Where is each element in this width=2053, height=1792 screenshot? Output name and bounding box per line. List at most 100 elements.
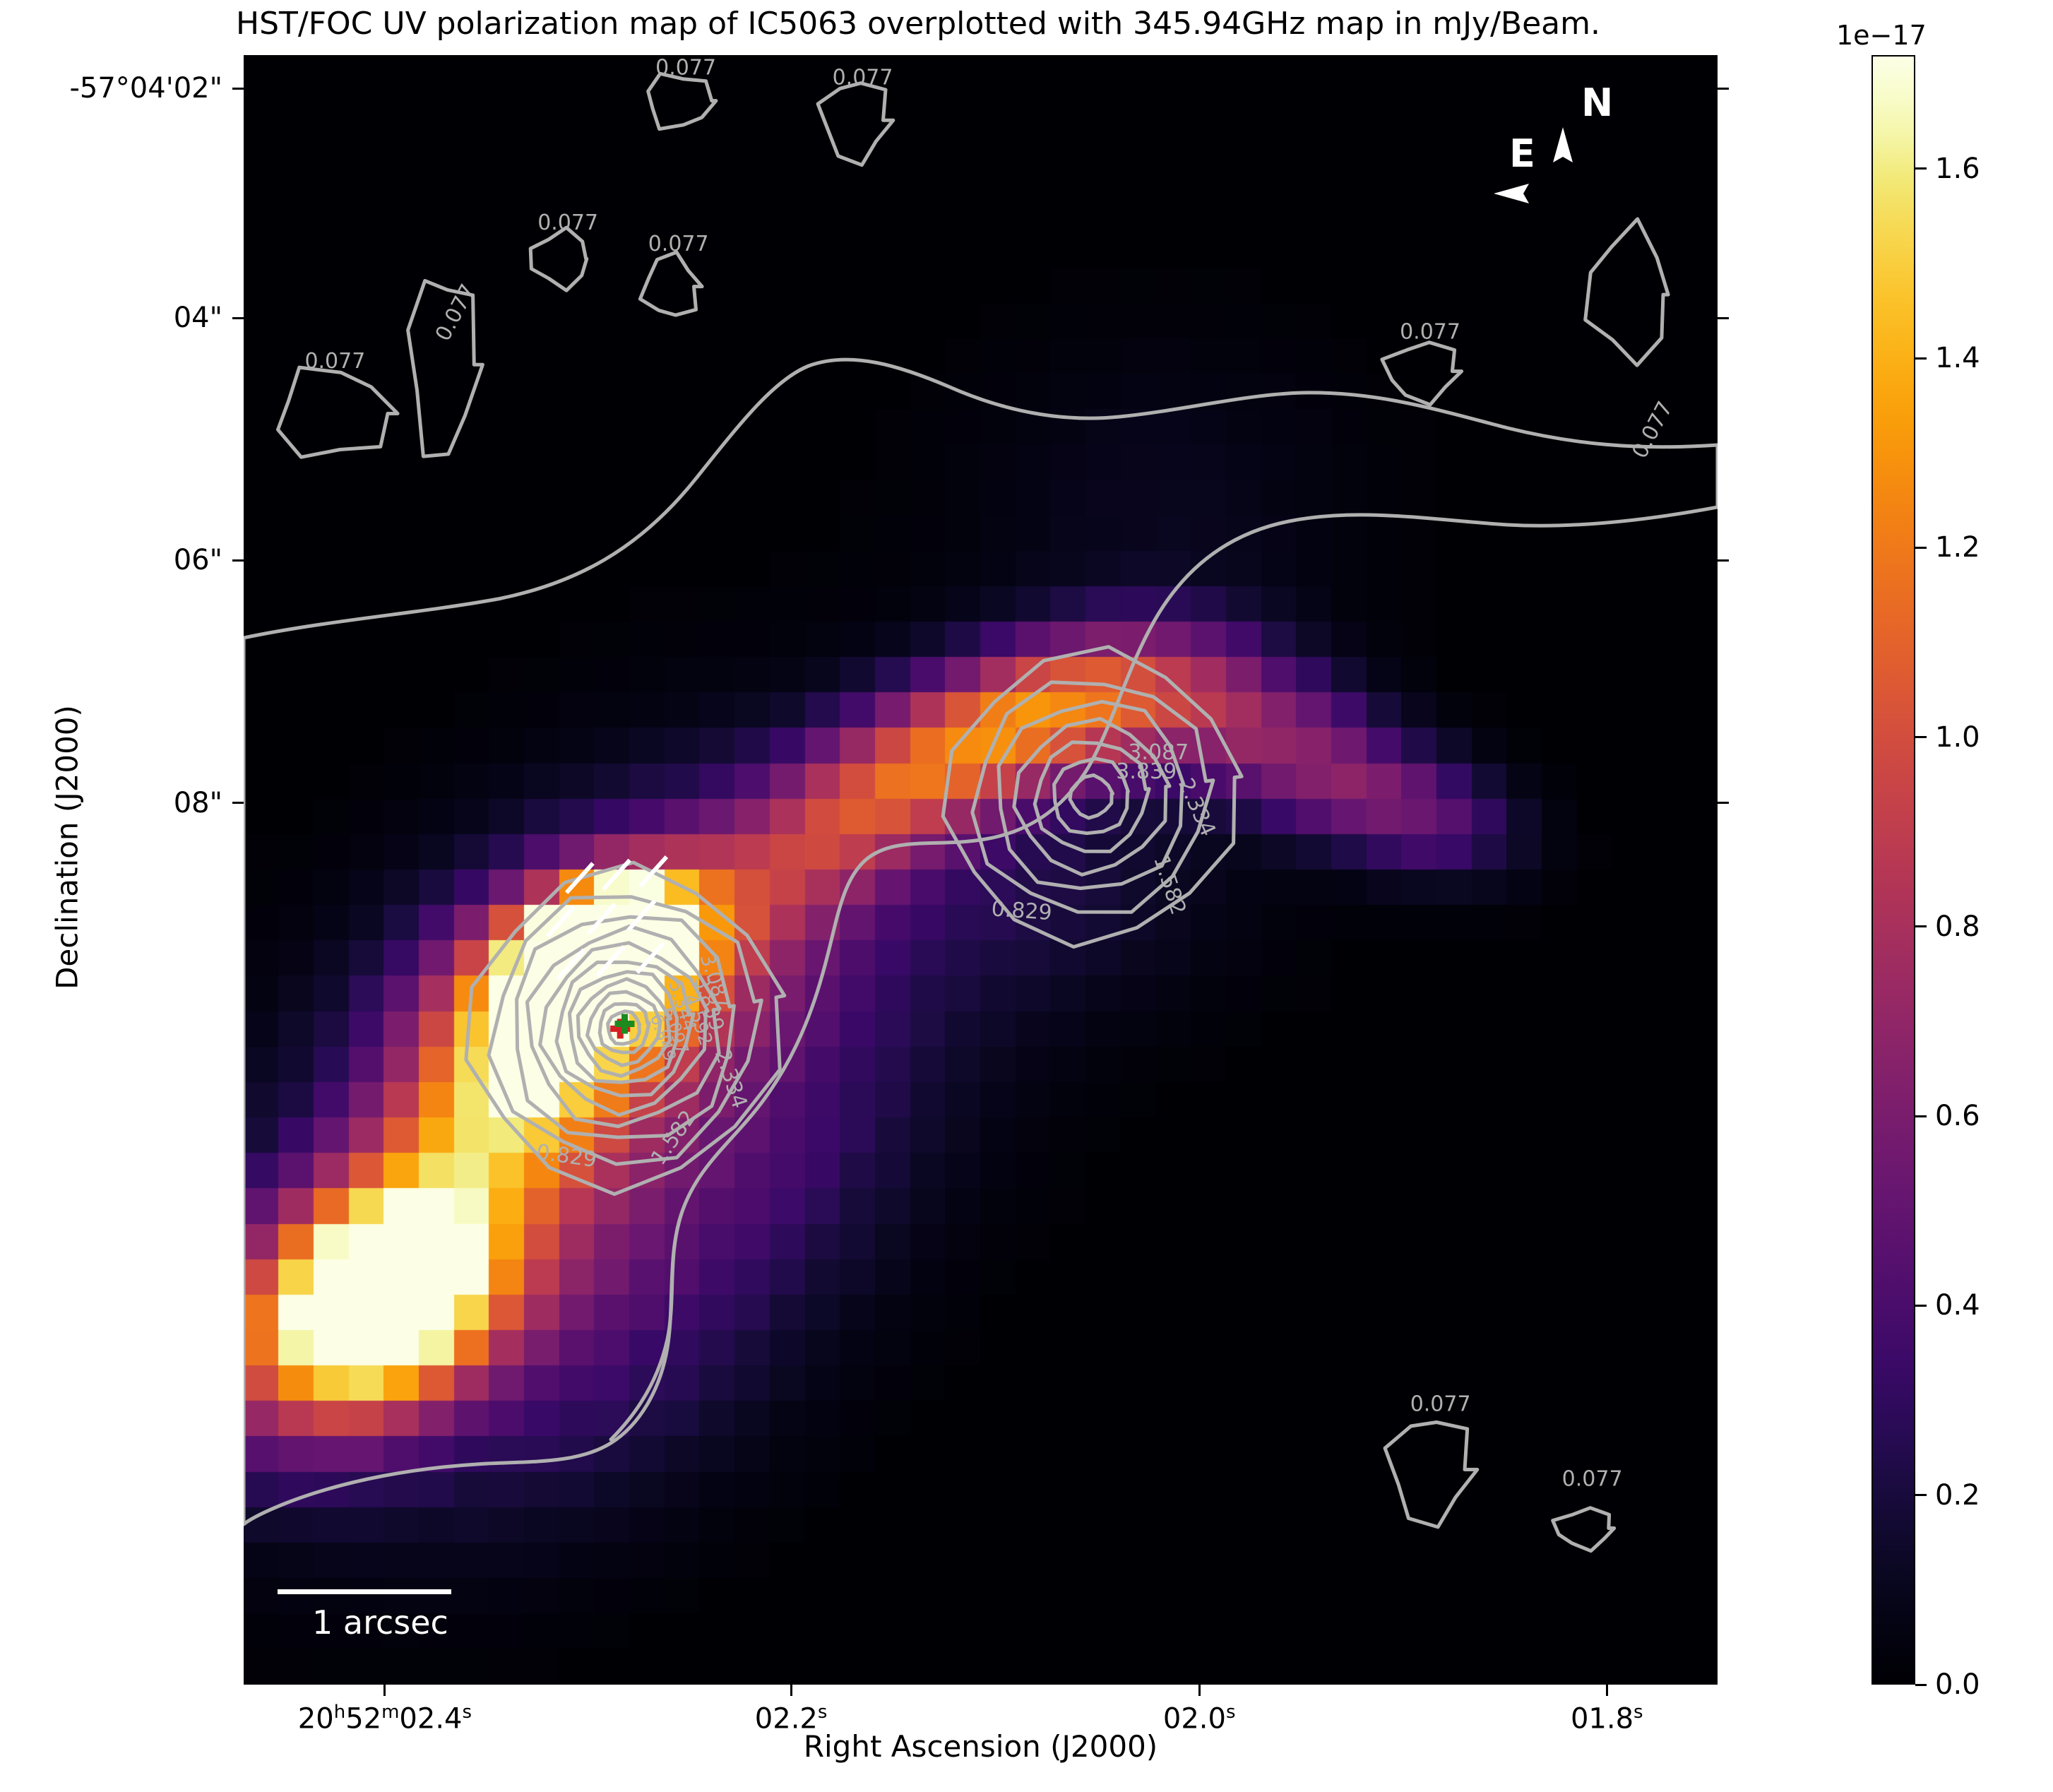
colorbar-tick-label-3: 1.0 [1935,720,1980,754]
y-tick-label-3: 08" [173,786,222,819]
contour-label: 0.077 [1562,1467,1623,1492]
x-tick-mark [383,1685,386,1696]
contour-0077-island [1551,1506,1617,1553]
y-tick-mark [232,316,244,319]
polarization-vector [636,942,665,974]
x-tick-label-0: 20h52m02.4s [297,1702,472,1735]
colorbar-tick-label-7: 0.2 [1935,1478,1980,1512]
polarization-vector [602,858,631,891]
contour-nw-ring [996,699,1186,891]
colorbar-tick-mark [1915,546,1927,549]
compass-north-arrow-icon [1553,127,1573,162]
colorbar-tick-mark [1915,1683,1927,1686]
contour-0077-envelope-inner [609,1211,684,1442]
contour-label: 0.077 [537,210,598,235]
contour-label: 0.077 [1628,398,1678,463]
contour-nucleus-ring [576,977,673,1078]
polarization-vector [545,906,576,939]
colorbar-tick-mark [1915,1304,1927,1307]
y-axis-label: Declination (J2000) [49,705,85,990]
page-title: HST/FOC UV polarization map of IC5063 ov… [236,6,1600,42]
y-tick-mark [232,559,244,562]
sky-image-plot: 0.077 0.077 0.077 0.077 0.077 0.077 0.077 0.077… [244,55,1718,1685]
colorbar-tick-mark [1915,925,1927,928]
contour-0077-island [646,71,718,131]
colorbar-tick-label-8: 0.0 [1935,1668,1980,1701]
contour-0077-island [1383,1420,1480,1529]
colorbar-tick-label-6: 0.4 [1935,1289,1980,1322]
contour-nucleus-ring [585,990,662,1067]
contour-nw-ring [1068,773,1114,820]
y-tick-mark-right [1718,559,1729,562]
contour-nucleus-ring [597,1002,651,1055]
contour-0077-island [406,278,484,458]
x-tick-label-1: 02.2s [754,1702,828,1735]
contour-overlay: 0.077 0.077 0.077 0.077 0.077 0.077 0.077 0.077… [244,56,1718,1553]
contour-0077-island [816,81,895,167]
contour-label: 0.829 [991,896,1053,925]
contour-nucleus-ring [464,860,787,1197]
contour-0077-island [528,225,589,292]
colorbar-tick-mark [1915,357,1927,360]
y-tick-mark-right [1718,316,1729,319]
y-tick-label-2: 06" [173,544,222,577]
y-tick-mark [232,87,244,90]
colorbar-tick-label-0: 1.6 [1935,152,1980,185]
compass-east-label: E [1509,131,1535,176]
contour-label: 0.077 [1410,1392,1471,1416]
contour-0077-island [1380,340,1464,407]
colorbar-exponent: 1e−17 [1836,20,1927,51]
colorbar-tick-label-5: 0.6 [1935,1100,1980,1133]
colorbar-tick-mark [1915,736,1927,739]
contour-label: 0.077 [1400,319,1460,344]
polarization-vector [556,948,586,981]
contour-nw-ring [1033,740,1151,853]
polarization-vector [587,902,617,935]
y-tick-label-0: -57°04'02" [69,72,222,105]
x-tick-mark [1605,1685,1608,1696]
scale-bar-line [278,1589,451,1594]
contour-nucleus-ring [554,960,696,1098]
x-tick-mark [1198,1685,1201,1696]
polarization-vector [638,855,669,888]
polarization-vector [595,944,626,978]
contour-0077-island [1583,217,1670,367]
x-tick-mark [790,1685,792,1696]
contour-0077-island [276,365,400,459]
y-tick-mark [232,802,244,805]
x-tick-label-3: 01.8s [1570,1702,1643,1735]
colorbar-tick-label-1: 1.4 [1935,342,1980,375]
y-tick-label-1: 04" [173,302,222,335]
colorbar-tick-mark [1915,1115,1927,1117]
contour-nucleus-ring [606,1009,642,1046]
contour-nucleus-ring [538,941,710,1117]
contour-nucleus-ring [567,970,679,1084]
colorbar-tick-mark [1915,1494,1927,1497]
flux-heatmap-canvas [244,55,1718,1685]
colorbar [1871,55,1915,1685]
contour-label: 0.077 [304,349,365,374]
polarization-vector [626,899,657,932]
colorbar-tick-label-4: 0.8 [1935,910,1980,943]
contour-nw-ring [941,645,1244,949]
contour-nw-ring [1012,716,1172,877]
x-axis-label: Right Ascension (J2000) [803,1729,1158,1764]
contour-nucleus-ring [487,895,763,1166]
contour-0077-envelope [244,357,1718,1526]
colorbar-tick-mark [1915,167,1927,170]
contour-label: 0.077 [655,56,716,81]
contour-nucleus-ring [525,924,722,1129]
compass-east-arrow-icon [1494,184,1529,203]
contour-label: 3.839 [1116,759,1177,784]
contour-nucleus-ring [515,915,736,1139]
contour-label: 0.077 [648,232,709,256]
contour-0077-island [638,250,704,317]
scale-bar-label: 1 arcsec [312,1603,448,1642]
compass-north-label: N [1581,81,1614,125]
contour-nw-ring [1052,756,1130,836]
contour-label: 0.077 [833,66,893,90]
y-tick-mark-right [1718,87,1729,90]
colorbar-tick-label-2: 1.2 [1935,531,1980,564]
x-tick-label-2: 02.0s [1162,1702,1236,1735]
